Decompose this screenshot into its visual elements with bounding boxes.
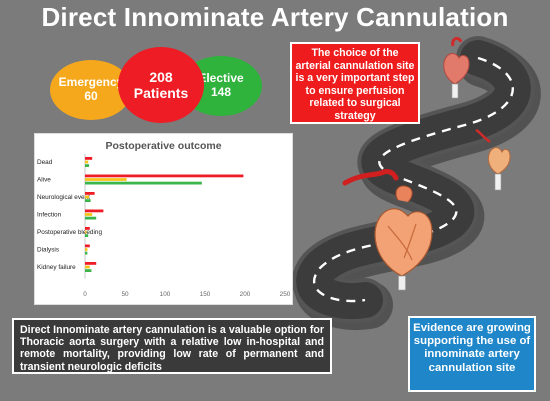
outcome-bar [85,216,97,220]
outcome-bar [85,164,89,167]
category-label: Kidney failure [37,264,76,271]
chart-title: Postoperative outcome [105,140,222,152]
elective-value: 148 [210,85,232,99]
category-label: Dialysis [37,247,59,254]
strategy-callout: The choice of the arterial cannulation s… [290,42,420,124]
x-tick-label: 100 [160,291,171,298]
patients-bubble: 208 Patients [118,47,204,123]
heart-small-top [443,37,470,99]
patients-value: 208 [149,68,173,85]
x-tick-label: 50 [121,291,129,298]
elective-label: Elective [198,71,244,86]
x-tick-label: 200 [240,291,251,298]
category-label: Infection [37,212,62,219]
category-label: Dead [37,159,53,166]
outcome-bar [85,174,244,178]
outcome-bar [85,234,89,237]
road-centerline [312,56,514,303]
outcome-bar [85,178,127,181]
outcome-bar [85,157,93,160]
x-tick-label: 250 [280,291,291,298]
outcome-bar [85,262,97,265]
outcome-bar [85,199,91,202]
artery-ribbon [342,169,399,186]
outcome-bar [85,160,89,164]
outcome-bar [85,230,87,234]
outcome-bar [85,192,95,195]
category-label: Alive [37,177,51,184]
chart-plot: Dead Alive Neurological event Infection Post… [37,154,291,298]
category-label: Postoperative bleeding [37,229,102,236]
outcome-bar [85,213,93,216]
x-tick-label: 150 [200,291,211,298]
outcome-bar [85,251,88,255]
emergency-label: Emergency [58,75,124,90]
outcome-bar [85,227,90,230]
outcome-bar [85,269,92,272]
outcome-bar [85,244,90,248]
category-label: Neurological event [37,194,90,201]
outcome-bar [85,265,90,269]
conclusion-callout: Direct Innominate artery cannulation is … [12,318,332,374]
outcome-bar [85,181,202,185]
heart-large [374,185,433,291]
emergency-value: 60 [84,89,98,103]
heart-small-right [475,128,511,191]
outcome-bar [85,209,104,213]
postoperative-outcome-chart: Postoperative outcome Dead Alive Neurologi… [34,133,293,305]
outcome-bar [85,248,88,251]
outcome-bar [85,195,89,199]
evidence-callout: Evidence are growing supporting the use … [408,316,536,392]
x-tick-label: 0 [83,291,87,298]
page-title: Direct Innominate Artery Cannulation [41,2,509,32]
patients-label: Patients [133,85,189,101]
